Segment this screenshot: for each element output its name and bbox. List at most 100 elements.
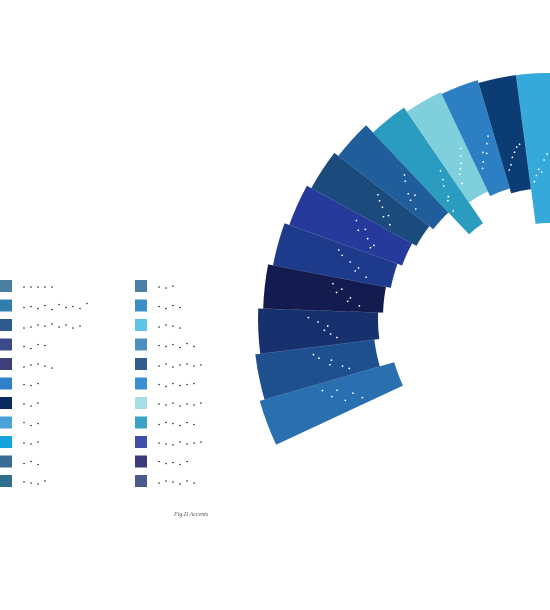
- sector-data-point: [414, 208, 417, 210]
- legend-left: [0, 280, 88, 487]
- legend-sparkline-point: [23, 345, 25, 348]
- legend-sparkline-point: [179, 384, 181, 387]
- sector-data-point: [366, 237, 369, 240]
- legend-sparkline-point: [23, 462, 25, 465]
- sector-data-point: [481, 167, 484, 170]
- sector-data-point: [336, 389, 338, 392]
- legend-swatch: [0, 299, 12, 312]
- sector-data-point: [382, 215, 385, 218]
- legend-sparkline-point: [158, 482, 160, 484]
- sector-data-point: [546, 153, 548, 155]
- legend-sparkline-point: [186, 421, 188, 424]
- sector-data-point: [508, 169, 511, 171]
- sector-data-point: [485, 142, 488, 145]
- legend-sparkline-point: [158, 460, 160, 463]
- sector-data-point: [373, 244, 375, 247]
- legend-sparkline-point: [30, 384, 32, 387]
- legend-sparkline-point: [37, 463, 39, 466]
- legend-swatch: [0, 397, 12, 409]
- sector-data-point: [439, 170, 442, 172]
- legend-sparkline-point: [165, 480, 167, 482]
- sector-data-point: [515, 146, 518, 149]
- legend-sparkline-point: [179, 306, 181, 309]
- sector-data-point: [335, 291, 338, 294]
- sector-data-point: [441, 178, 444, 181]
- sector-data-point: [346, 300, 349, 303]
- sector-data-point: [330, 395, 333, 398]
- legend-swatch: [0, 319, 12, 331]
- sector-data-point: [344, 399, 347, 402]
- legend-sparkline-point: [186, 383, 188, 386]
- legend-sparkline-point: [37, 363, 39, 365]
- sector-data-point: [409, 199, 412, 202]
- legend-sparkline-point: [165, 421, 167, 424]
- legend-sparkline-point: [37, 441, 39, 443]
- legend-swatch: [135, 319, 147, 331]
- legend-sparkline-point: [193, 442, 195, 444]
- legend-sparkline-point: [165, 404, 167, 406]
- legend-swatch: [0, 338, 12, 351]
- sector-data-point: [357, 229, 360, 232]
- legend-sparkline-point: [165, 363, 167, 365]
- legend-sparkline-point: [158, 305, 160, 308]
- legend-sparkline-point: [30, 347, 32, 350]
- sector-data-point: [336, 336, 338, 339]
- legend-sparkline-point: [172, 325, 174, 327]
- sector-data-point: [369, 246, 372, 249]
- sector-data-point: [511, 156, 514, 159]
- sector-data-point: [317, 321, 319, 323]
- sector-data-point: [381, 206, 384, 209]
- legend-sparkline-point: [37, 307, 39, 310]
- sector-data-point: [442, 185, 445, 187]
- legend-sparkline-point: [165, 324, 167, 326]
- sector-data-point: [447, 199, 449, 202]
- sector-data-point: [337, 249, 340, 251]
- legend-sparkline-point: [186, 342, 188, 345]
- legend-swatch: [0, 436, 12, 448]
- radial-sector: [310, 152, 430, 247]
- legend-sparkline-point: [179, 346, 181, 349]
- sector-data-point: [352, 392, 354, 394]
- sector-data-point: [510, 163, 512, 166]
- legend-sparkline-point: [79, 325, 81, 327]
- legend-sparkline-point: [179, 424, 181, 427]
- legend-sparkline-point: [23, 383, 25, 386]
- sector-data-point: [348, 367, 351, 370]
- sector-data-point: [459, 147, 462, 150]
- sector-data-point: [404, 180, 407, 182]
- legend-sparkline-point: [172, 444, 174, 446]
- legend-sparkline-point: [186, 403, 188, 405]
- legend-sparkline-point: [30, 364, 32, 366]
- sector-data-point: [358, 305, 361, 307]
- legend-sparkline-point: [200, 402, 202, 404]
- legend-swatch: [135, 299, 147, 312]
- legend-sparkline-point: [179, 405, 181, 407]
- legend-sparkline-point: [172, 304, 174, 307]
- legend-sparkline-point: [172, 481, 174, 483]
- sector-data-point: [317, 357, 320, 360]
- legend-sparkline-point: [200, 364, 202, 366]
- sector-data-point: [452, 210, 455, 212]
- sector-data-point: [365, 276, 368, 279]
- legend-sparkline-point: [172, 422, 174, 425]
- legend-sparkline-point: [179, 483, 181, 485]
- sector-data-point: [321, 389, 324, 392]
- legend-sparkline-point: [44, 325, 46, 327]
- radial-sector: [288, 185, 413, 266]
- radial-sector: [515, 72, 550, 225]
- sector-data-point: [543, 159, 546, 161]
- legend-sparkline-point: [165, 287, 167, 289]
- legend-swatch: [135, 455, 147, 468]
- legend-swatch: [135, 358, 147, 370]
- legend-sparkline-point: [172, 285, 174, 287]
- sector-data-point: [535, 174, 538, 177]
- sector-data-point: [447, 195, 450, 198]
- legend-sparkline-point: [172, 343, 174, 346]
- legend-sparkline-point: [186, 480, 188, 482]
- legend-sparkline-point: [23, 421, 25, 424]
- legend-sparkline-point: [165, 385, 167, 388]
- legend-swatch: [0, 358, 12, 370]
- sector-data-point: [364, 228, 367, 231]
- legend-swatch: [135, 280, 147, 292]
- radial-sector: [272, 222, 398, 289]
